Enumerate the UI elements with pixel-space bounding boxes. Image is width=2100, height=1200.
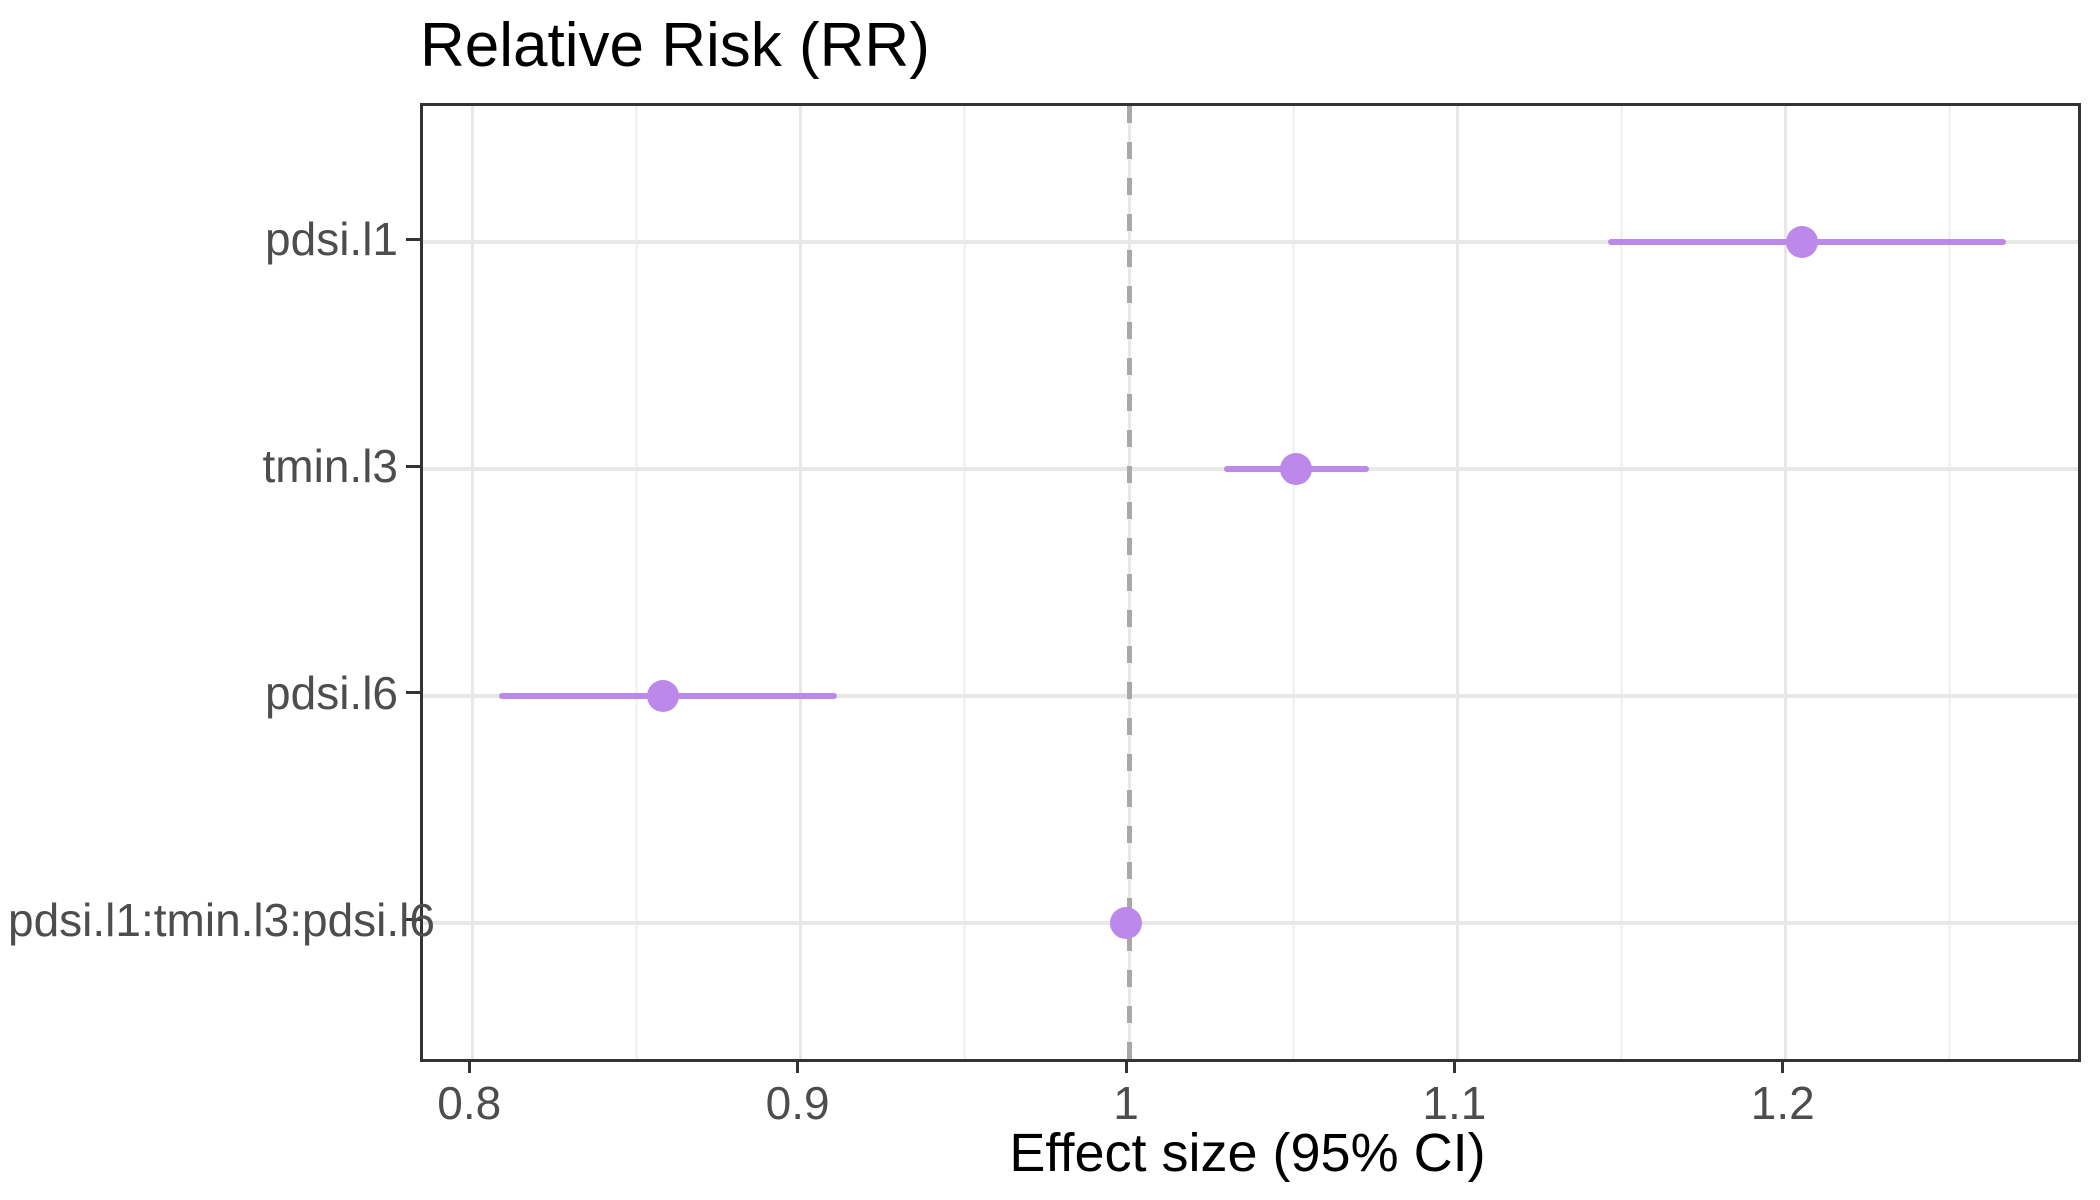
y-axis-tick [406, 237, 420, 241]
x-axis-tick [1452, 1059, 1456, 1073]
y-axis-tick [406, 464, 420, 468]
point-estimate [1786, 226, 1819, 259]
major-gridline [470, 106, 474, 1059]
x-tick-label: 1 [1113, 1077, 1139, 1129]
point-estimate [1280, 453, 1313, 486]
x-tick-label: 1.1 [1422, 1077, 1487, 1129]
x-axis-tick [1781, 1059, 1785, 1073]
major-gridline [1455, 106, 1459, 1059]
plot-panel [420, 103, 2081, 1062]
point-estimate [646, 679, 679, 712]
y-axis-tick [406, 918, 420, 922]
chart-title: Relative Risk (RR) [420, 11, 930, 80]
x-axis-tick [796, 1059, 800, 1073]
major-gridline [799, 106, 803, 1059]
x-axis-tick [467, 1059, 471, 1073]
y-axis-tick [406, 691, 420, 695]
x-tick-label: 0.8 [437, 1077, 502, 1129]
point-estimate [1109, 906, 1142, 939]
y-tick-label: pdsi.l1 [265, 213, 398, 266]
y-tick-label: pdsi.l6 [265, 666, 398, 719]
y-tick-label: pdsi.l1:tmin.l3:pdsi.l6 [8, 893, 435, 946]
x-tick-label: 1.2 [1750, 1077, 1815, 1129]
x-axis-title: Effect size (95% CI) [1009, 1123, 1486, 1183]
y-tick-label: tmin.l3 [262, 440, 398, 493]
row-gridline [423, 240, 2078, 245]
minor-gridline [634, 106, 638, 1059]
minor-gridline [963, 106, 967, 1059]
minor-gridline [1291, 106, 1295, 1059]
major-gridline [1784, 106, 1788, 1059]
reference-dashed-line [1126, 106, 1132, 1059]
row-gridline [423, 693, 2078, 698]
x-axis-tick [1124, 1059, 1128, 1073]
x-tick-label: 0.9 [765, 1077, 830, 1129]
minor-gridline [1620, 106, 1624, 1059]
minor-gridline [1948, 106, 1952, 1059]
row-gridline [423, 920, 2078, 925]
